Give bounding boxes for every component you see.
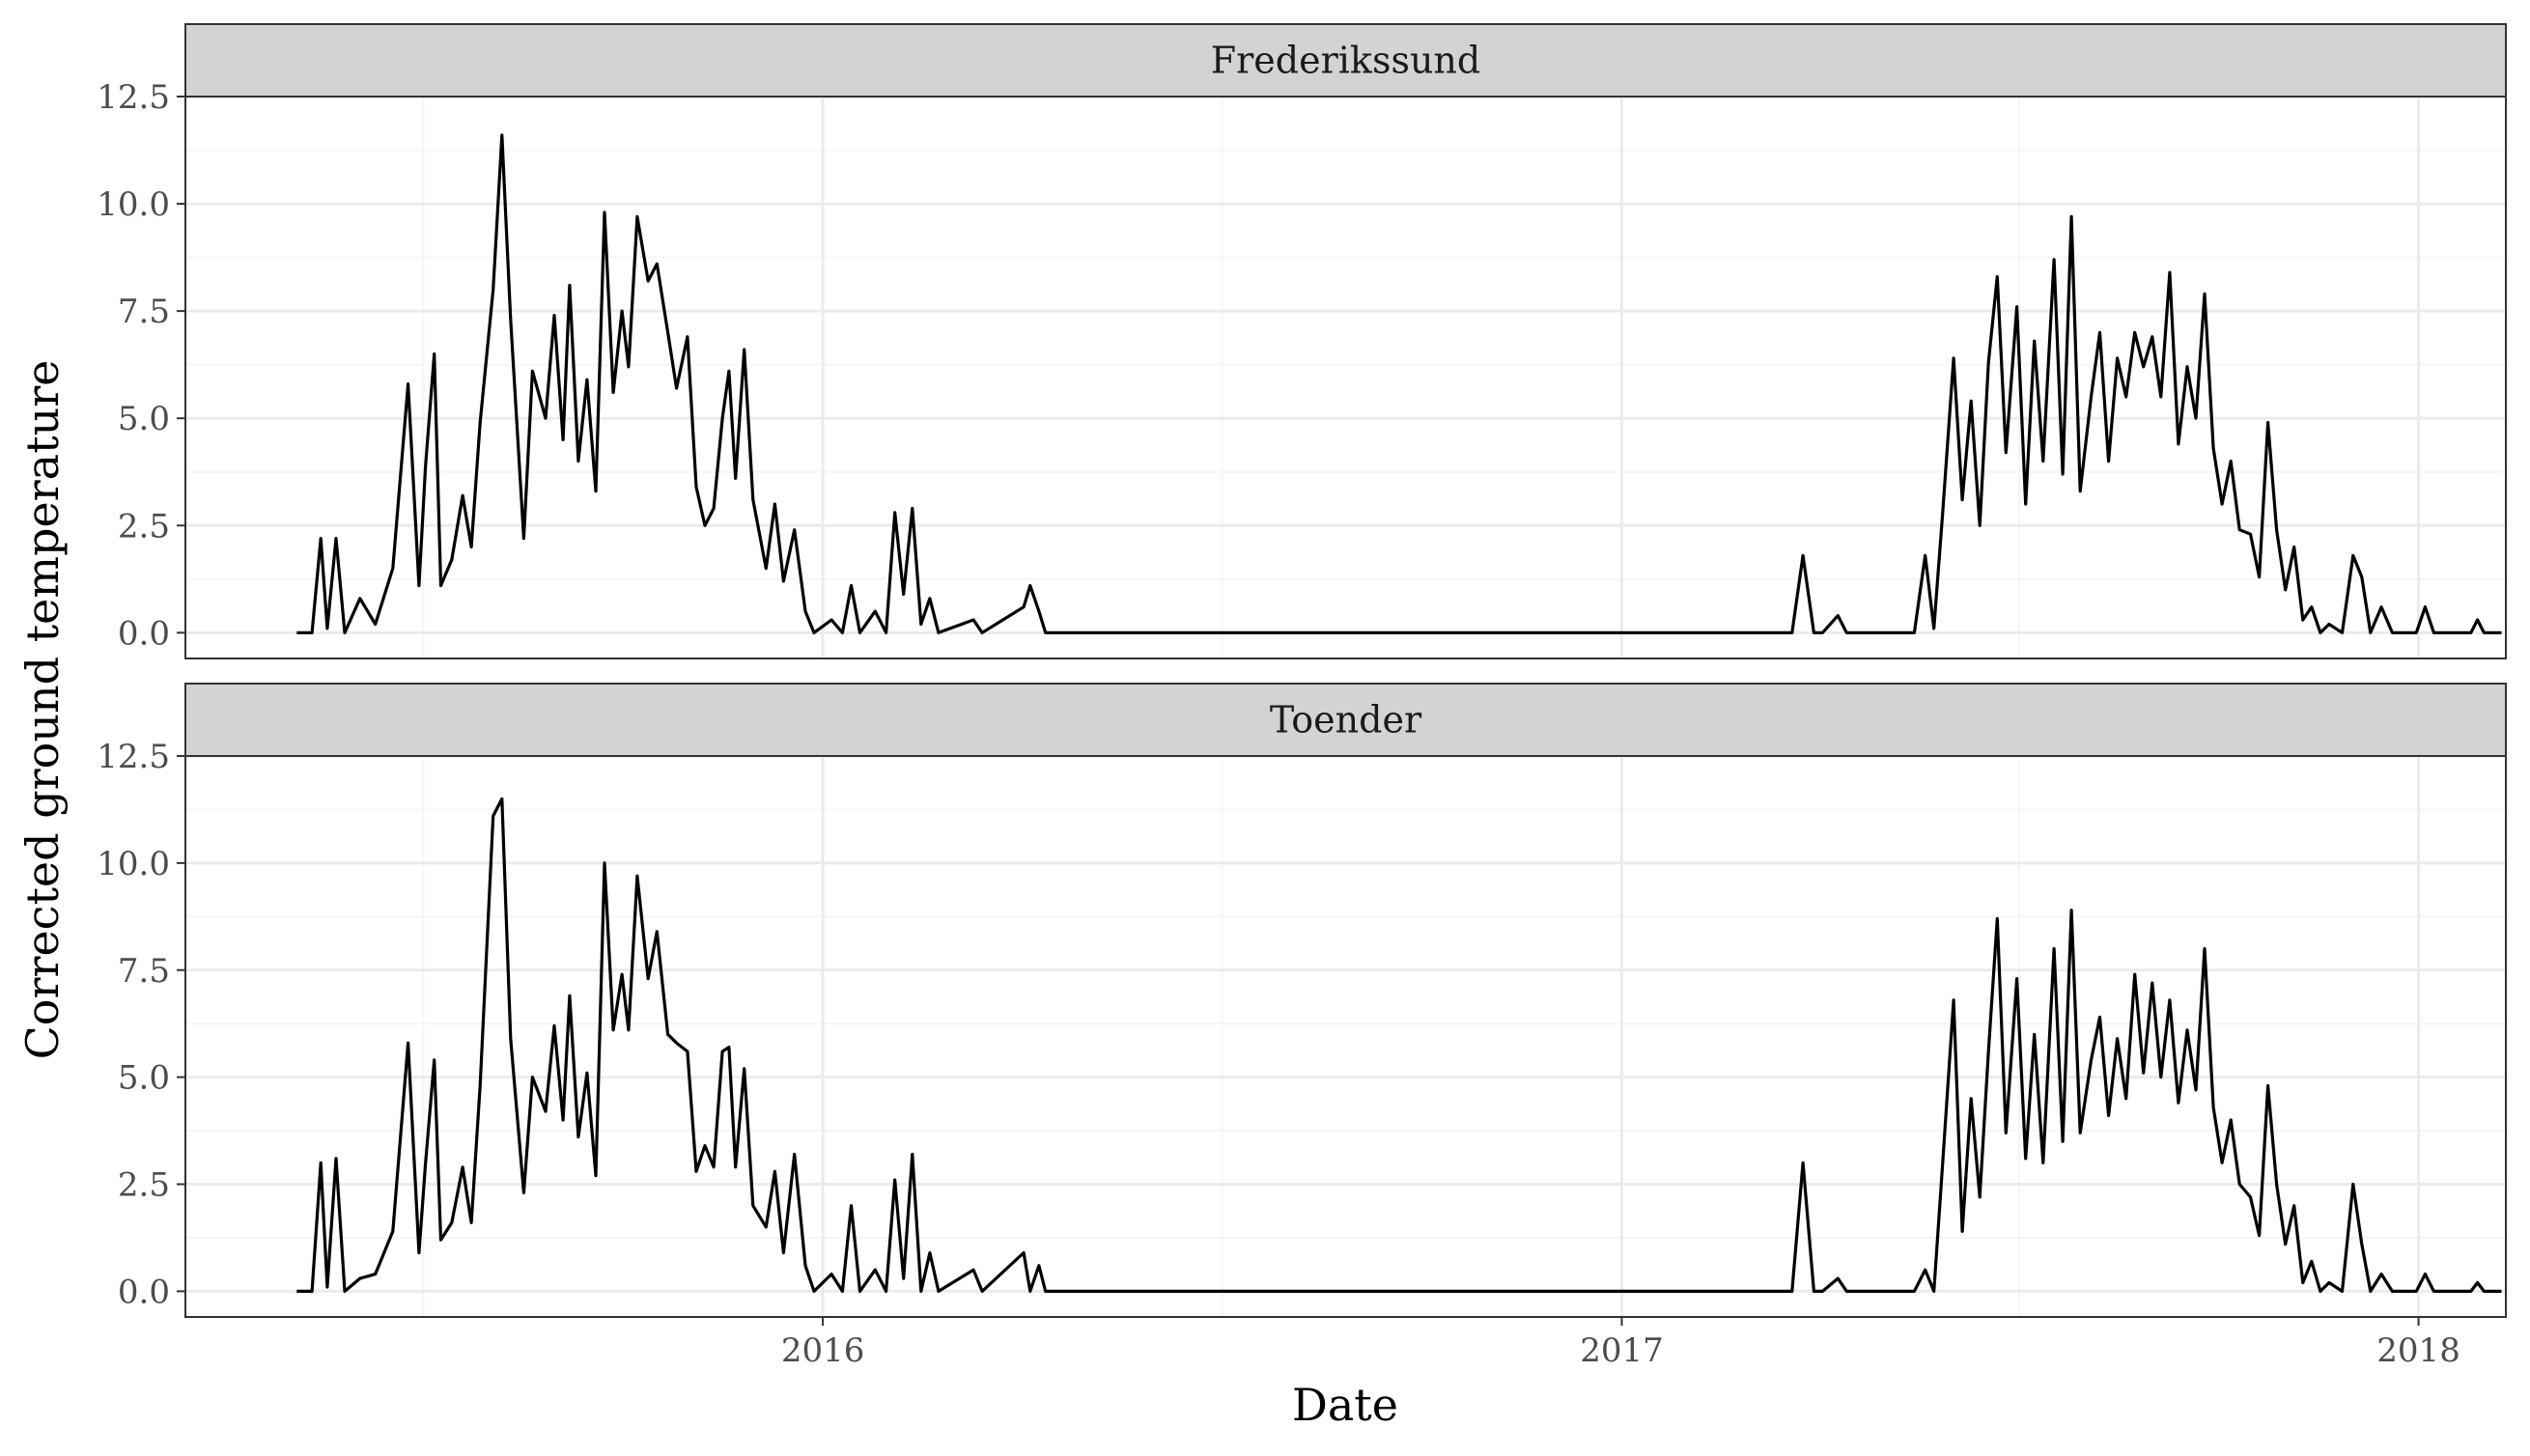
y-tick-label: 5.0 xyxy=(118,400,170,438)
y-tick-label: 7.5 xyxy=(118,293,170,331)
facet-strip-label: Frederikssund xyxy=(1211,40,1480,82)
series-line-toender xyxy=(296,797,2502,1293)
x-tick-label: 2018 xyxy=(2376,1331,2460,1370)
y-axis-title: Corrected ground temperature xyxy=(16,360,69,1060)
facet-strip xyxy=(184,683,2507,757)
y-tick-label: 0.0 xyxy=(118,614,170,653)
y-tick-label: 0.0 xyxy=(118,1273,170,1311)
panel-background xyxy=(185,97,2506,658)
y-tick-label: 10.0 xyxy=(97,845,170,883)
y-tick-label: 2.5 xyxy=(118,1166,170,1205)
facet-strip-label: Toender xyxy=(1270,699,1422,742)
facet-panel-1: Frederikssund 0.0 2.5 5.0 7.5 10.0 12.5 xyxy=(97,23,2507,659)
facet-strip xyxy=(184,23,2507,98)
y-tick-label: 2.5 xyxy=(118,507,170,546)
y-tick-label: 7.5 xyxy=(118,952,170,991)
y-tick-label: 5.0 xyxy=(118,1059,170,1098)
x-tick-label: 2016 xyxy=(781,1331,865,1370)
y-tick-label: 12.5 xyxy=(97,78,170,117)
series-line-frederikssund xyxy=(296,133,2502,634)
x-axis-title: Date xyxy=(1292,1379,1398,1431)
facet-panel-2: Toender 0.0 2.5 5.0 7.5 10.0 12.5 xyxy=(97,683,2507,1318)
y-tick-label: 10.0 xyxy=(97,185,170,224)
y-tick-label: 12.5 xyxy=(97,738,170,776)
x-axis: 2016 2017 2018 xyxy=(781,1317,2460,1370)
facet-panels: Frederikssund0.02.55.07.510.012.5Toender… xyxy=(97,23,2507,1318)
x-tick-label: 2017 xyxy=(1580,1331,1664,1370)
